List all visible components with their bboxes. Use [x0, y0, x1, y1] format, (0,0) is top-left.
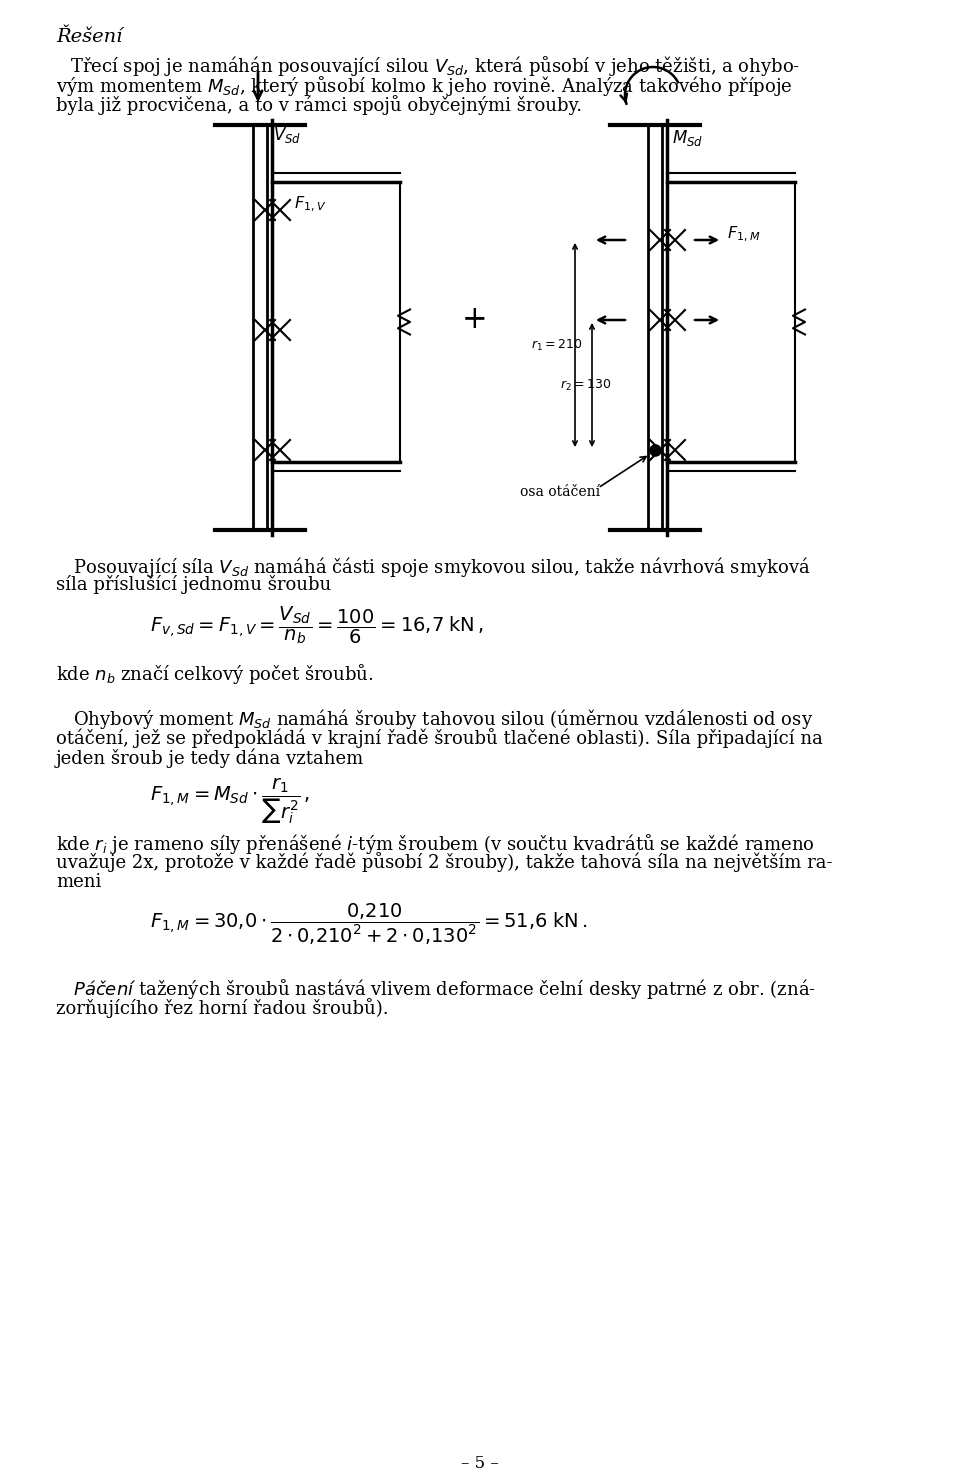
Text: meni: meni — [56, 873, 102, 891]
Text: Posouvající síla $V_{Sd}$ namáhá části spoje smykovou silou, takže návrhová smyk: Posouvající síla $V_{Sd}$ namáhá části s… — [56, 554, 810, 579]
Text: otáčení, jež se předpokládá v krajní řadě šroubů tlačené oblasti). Síla připadaj: otáčení, jež se předpokládá v krajní řad… — [56, 728, 823, 747]
Text: Řešení: Řešení — [56, 28, 122, 46]
Text: jeden šroub je tedy dána vztahem: jeden šroub je tedy dána vztahem — [56, 748, 364, 768]
Text: uvažuje 2x, protože v každé řadě působí 2 šrouby), takže tahová síla na největší: uvažuje 2x, protože v každé řadě působí … — [56, 852, 832, 871]
Text: $r_2 = 130$: $r_2 = 130$ — [561, 378, 612, 393]
Text: $F_{1,M} = 30{,}0\cdot\dfrac{0{,}210}{2\cdot 0{,}210^2 + 2\cdot 0{,}130^2} = 51{: $F_{1,M} = 30{,}0\cdot\dfrac{0{,}210}{2\… — [150, 901, 588, 947]
Text: $F_{1,V}$: $F_{1,V}$ — [294, 194, 326, 213]
Text: síla příslušící jednomu šroubu: síla příslušící jednomu šroubu — [56, 575, 331, 594]
Text: Třecí spoj je namáhán posouvající silou $V_{Sd}$, která působí v jeho těžišti, a: Třecí spoj je namáhán posouvající silou … — [70, 53, 801, 79]
Text: byla již procvičena, a to v rámci spojů obyčejnými šrouby.: byla již procvičena, a to v rámci spojů … — [56, 95, 582, 116]
Text: $V_{Sd}$: $V_{Sd}$ — [273, 124, 301, 145]
Text: kde $r_i$ je rameno síly přenášené $i$-tým šroubem (v součtu kvadrátů se každé r: kde $r_i$ je rameno síly přenášené $i$-t… — [56, 831, 815, 855]
Text: – 5 –: – 5 – — [461, 1455, 499, 1472]
Text: kde $n_b$ značí celkový počet šroubů.: kde $n_b$ značí celkový počet šroubů. — [56, 662, 373, 686]
Text: $F_{v,Sd} = F_{1,V} = \dfrac{V_{Sd}}{n_b} = \dfrac{100}{6} = 16{,}7\;\mathrm{kN}: $F_{v,Sd} = F_{1,V} = \dfrac{V_{Sd}}{n_b… — [150, 605, 484, 646]
Text: +: + — [462, 304, 488, 335]
Text: Ohybový moment $M_{Sd}$ namáhá šrouby tahovou silou (úměrnou vzdálenosti od osy: Ohybový moment $M_{Sd}$ namáhá šrouby ta… — [56, 707, 813, 731]
Text: $F_{1,M}$: $F_{1,M}$ — [727, 224, 760, 243]
Text: $F_{1,M} = M_{Sd}\cdot\dfrac{r_1}{\sum r_i^2}\,,$: $F_{1,M} = M_{Sd}\cdot\dfrac{r_1}{\sum r… — [150, 777, 310, 827]
Text: $r_1 = 210$: $r_1 = 210$ — [531, 338, 583, 353]
Text: $M_{Sd}$: $M_{Sd}$ — [672, 127, 703, 148]
Text: $\mathit{Páčení}$ tažených šroubů nastává vlivem deformace čelní desky patrné z : $\mathit{Páčení}$ tažených šroubů nastáv… — [56, 977, 816, 1002]
Text: zorňujícího řez horní řadou šroubů).: zorňujícího řez horní řadou šroubů). — [56, 997, 389, 1018]
Text: vým momentem $M_{Sd}$, který působí kolmo k jeho rovině. Analýza takového přípoj: vým momentem $M_{Sd}$, který působí kolm… — [56, 74, 793, 98]
Text: osa otáčení: osa otáčení — [520, 485, 600, 499]
